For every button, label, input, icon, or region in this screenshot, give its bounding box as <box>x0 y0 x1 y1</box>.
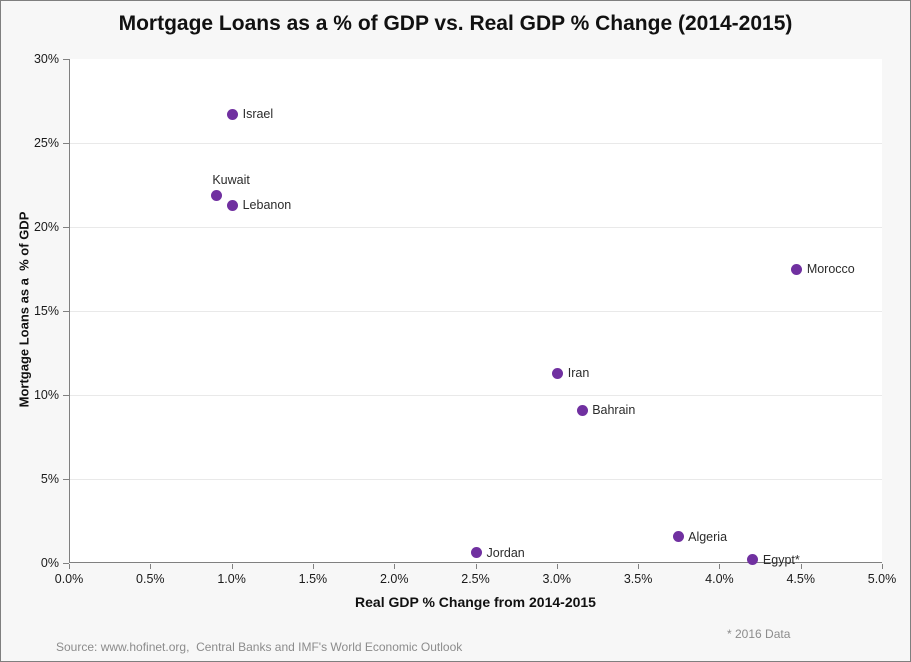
y-axis-tick-label: 10% <box>33 388 59 402</box>
gridline <box>70 311 882 312</box>
data-point-label: Morocco <box>806 262 855 276</box>
x-axis-tick-label: 2.0% <box>379 572 409 586</box>
x-axis-tick <box>800 564 802 569</box>
y-axis-tick-label: 25% <box>33 136 59 150</box>
x-axis-tick-label: 0.5% <box>136 572 165 586</box>
chart-title: Mortgage Loans as a % of GDP vs. Real GD… <box>118 12 793 35</box>
data-point-label: Egypt* <box>762 552 800 567</box>
y-axis-tick <box>63 479 69 480</box>
data-point <box>471 547 482 559</box>
data-point-label: Bahrain <box>592 403 636 418</box>
x-axis-title: Real GDP % Change from 2014-2015 <box>355 594 596 610</box>
y-axis-tick-label: 0% <box>40 556 59 570</box>
x-axis-tick-label: 4.5% <box>786 572 815 586</box>
data-point-label: Kuwait <box>212 173 250 188</box>
y-axis-tick <box>63 311 69 312</box>
x-axis-tick <box>150 564 152 569</box>
x-axis-tick-label: 2.5% <box>461 572 490 586</box>
gridline <box>70 395 882 396</box>
data-point <box>227 199 239 211</box>
gridline <box>70 227 882 228</box>
data-point <box>672 531 684 543</box>
data-point <box>747 554 759 566</box>
x-axis-tick-label: 0.0% <box>54 572 84 586</box>
x-axis-tick <box>556 564 558 569</box>
x-axis-tick <box>312 564 314 569</box>
data-point-label: Algeria <box>688 529 728 544</box>
y-axis-tick-label: 30% <box>33 52 59 66</box>
y-axis-tick <box>63 563 69 564</box>
footnote: * 2016 Data <box>727 627 791 641</box>
y-axis-tick-label: 20% <box>33 220 59 234</box>
x-axis-tick <box>475 564 477 569</box>
data-point <box>210 189 222 201</box>
data-point-label: Israel <box>242 107 274 122</box>
gridline <box>70 143 882 144</box>
x-axis-tick-label: 3.5% <box>623 572 653 586</box>
x-axis-tick <box>394 564 396 569</box>
x-axis-tick <box>882 564 883 569</box>
data-point <box>791 263 803 275</box>
data-point-label: Iran <box>567 366 590 381</box>
x-axis-tick <box>638 564 640 569</box>
data-point-label: Jordan <box>486 545 525 560</box>
data-point <box>576 404 588 416</box>
y-axis-title: Mortgage Loans as a % of GDP <box>16 211 32 408</box>
x-axis-tick <box>231 564 233 569</box>
gridline <box>70 479 882 480</box>
x-axis-tick-label: 4.0% <box>705 572 734 586</box>
data-point <box>227 108 239 120</box>
y-axis-tick-label: 15% <box>33 304 59 318</box>
y-axis-tick <box>63 143 69 144</box>
x-axis-tick <box>69 564 70 569</box>
x-axis-tick-label: 1.5% <box>298 572 328 586</box>
y-axis-tick <box>63 227 69 228</box>
plot-area: Israel Kuwait Lebanon Morocco Iran Bahrain Jor… <box>69 59 882 566</box>
y-axis-tick <box>63 59 69 60</box>
data-point <box>552 367 564 379</box>
data-point-label: Lebanon <box>242 198 292 213</box>
x-axis-tick <box>719 564 721 569</box>
y-axis-tick <box>63 395 69 396</box>
x-axis-tick-label: 3.0% <box>542 572 572 586</box>
x-axis-tick-label: 1.0% <box>217 572 246 586</box>
source-attribution: Source: www.hofinet.org, Central Banks a… <box>56 640 463 654</box>
y-axis-tick-label: 5% <box>40 472 59 486</box>
x-axis-tick-label: 5.0% <box>867 572 897 586</box>
